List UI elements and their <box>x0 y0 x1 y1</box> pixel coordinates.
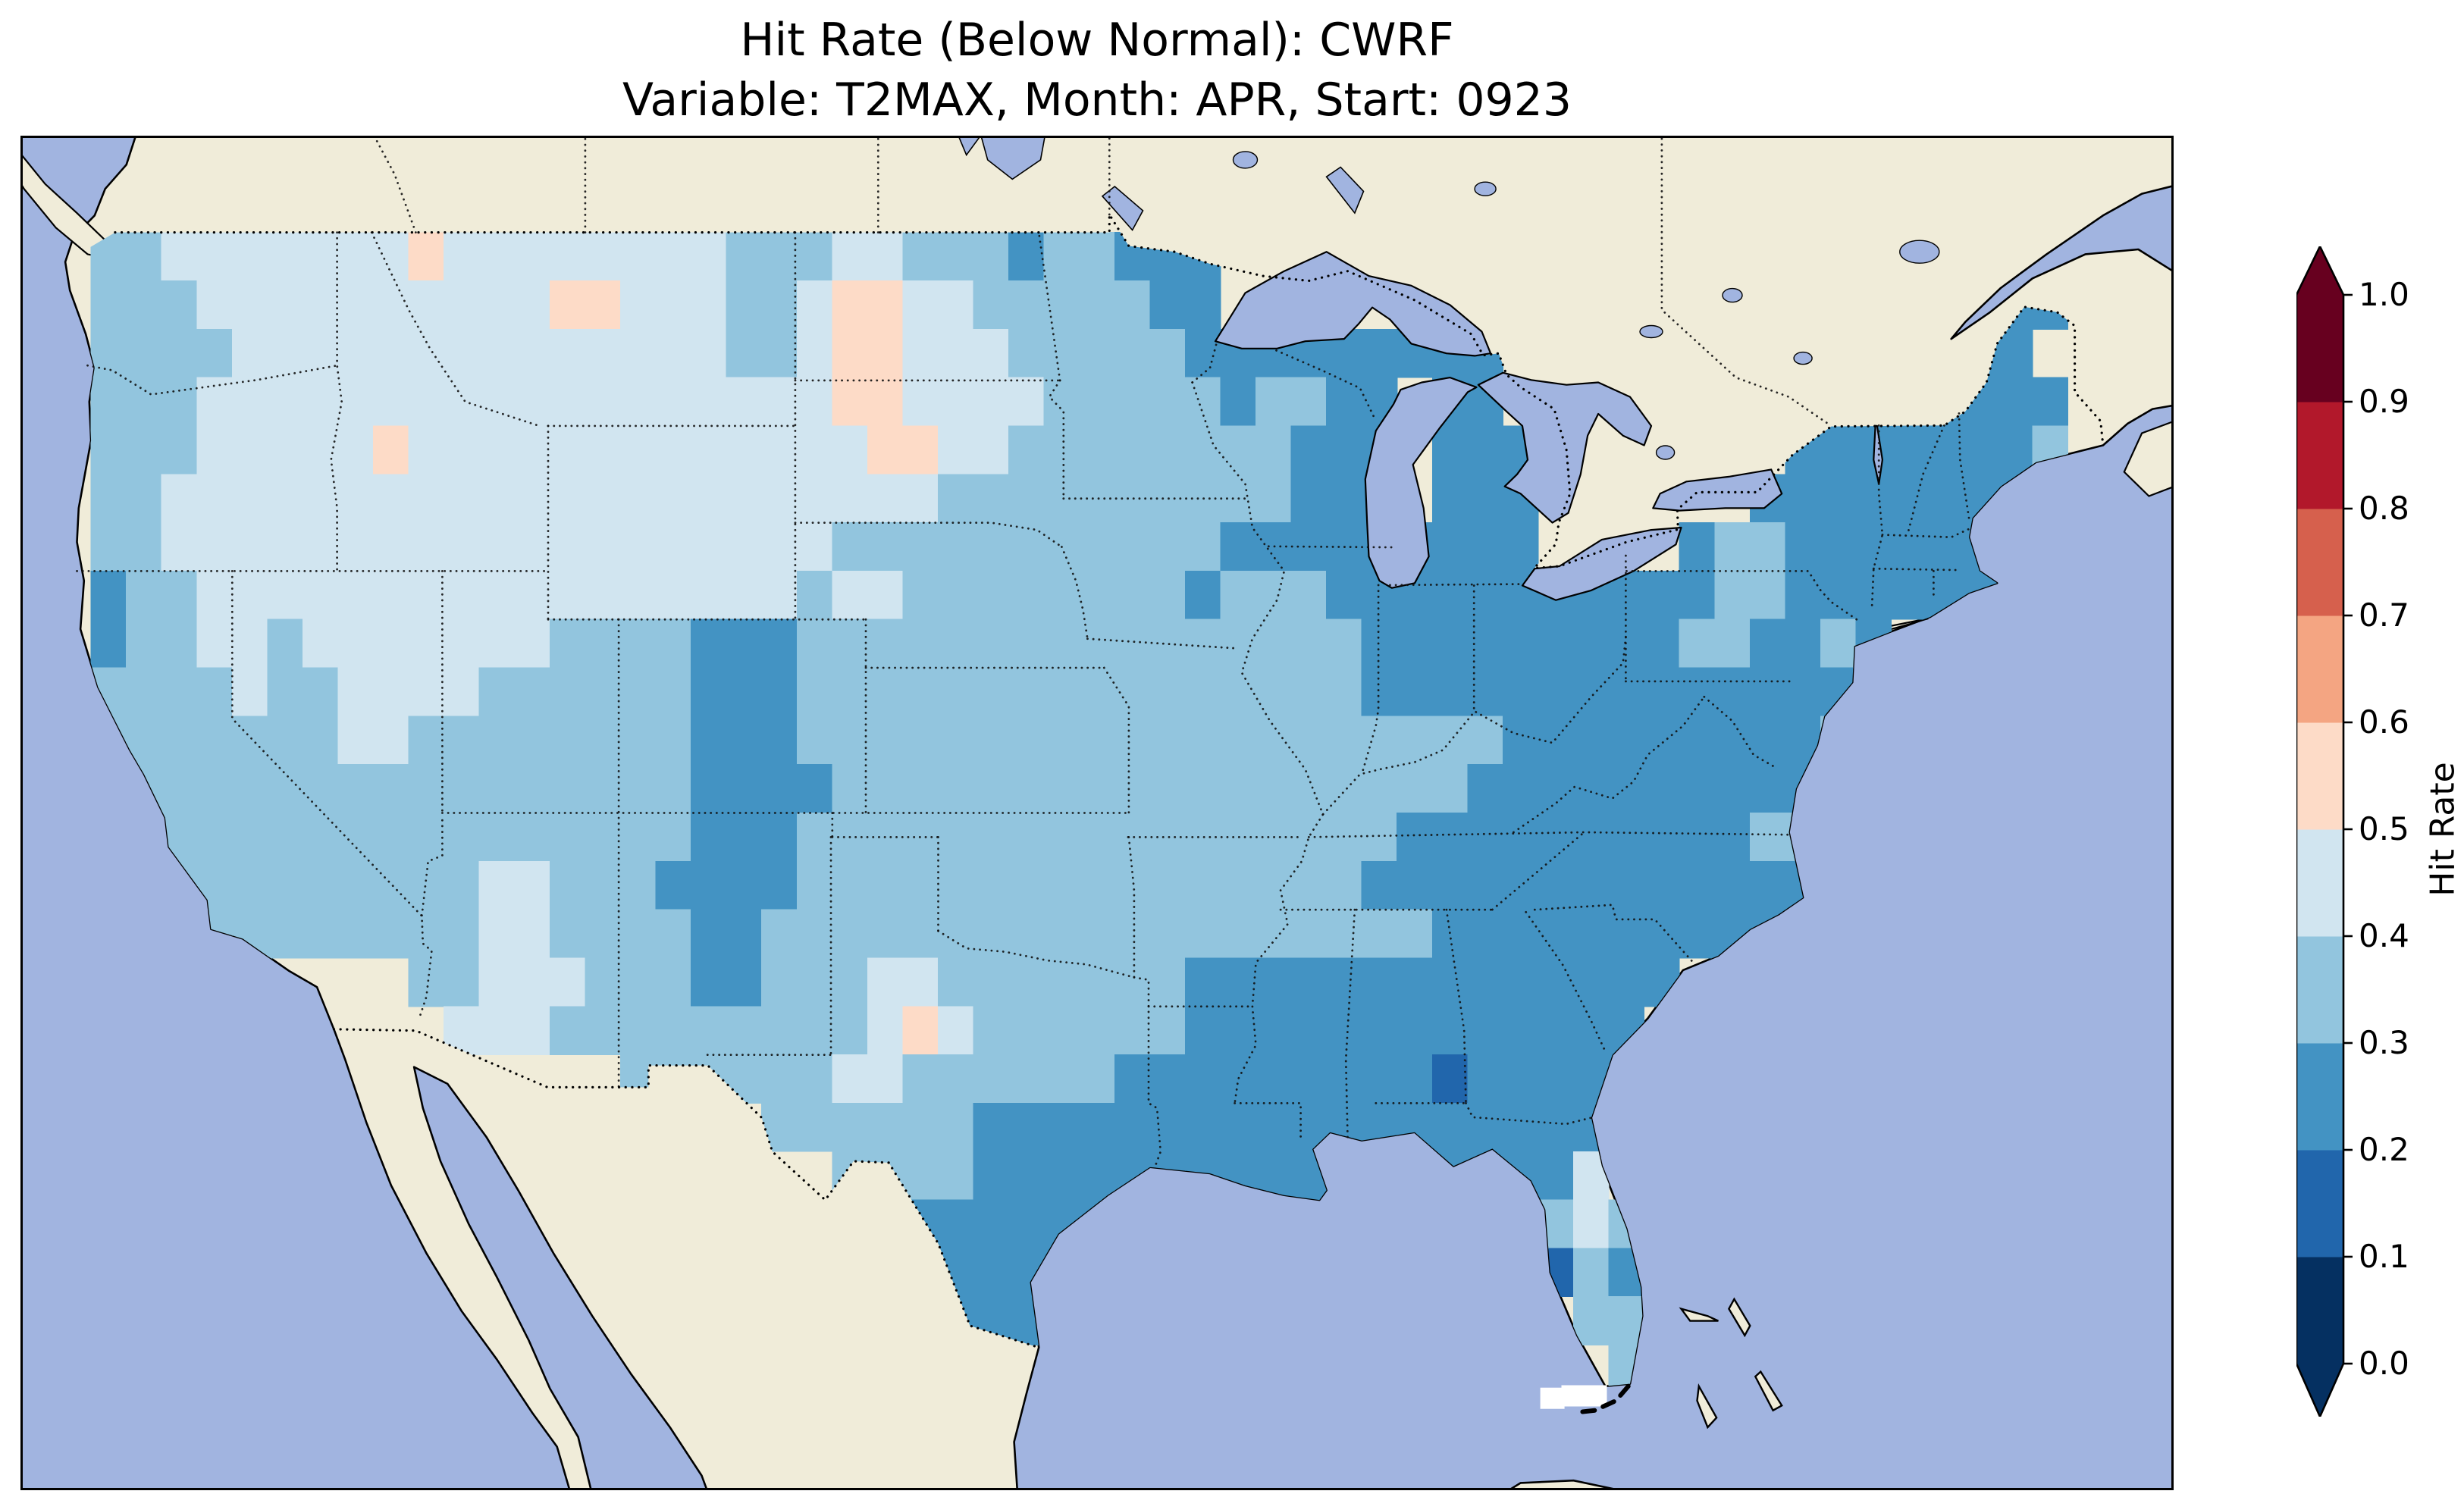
colorbar-tick-label: 0.2 <box>2359 1131 2409 1168</box>
colorbar-axis-label: Hit Rate <box>2423 762 2462 897</box>
plot-title: Hit Rate (Below Normal): CWRF Variable: … <box>622 11 1572 130</box>
colorbar-tick-label: 0.7 <box>2359 597 2409 634</box>
colorbar-tick-label: 0.6 <box>2359 703 2409 741</box>
colorbar-tick-label: 1.0 <box>2359 276 2409 313</box>
colorbar-tick-label: 0.8 <box>2359 490 2409 527</box>
colorbar-tick-label: 0.9 <box>2359 383 2409 420</box>
colorbar-tick-label: 0.4 <box>2359 917 2409 954</box>
plot-title-line1: Hit Rate (Below Normal): CWRF <box>740 14 1454 67</box>
colorbar <box>2295 245 2380 1418</box>
colorbar-tick-label: 0.5 <box>2359 810 2409 847</box>
colorbar-tick-label: 0.1 <box>2359 1238 2409 1275</box>
colorbar-tick-label: 0.3 <box>2359 1024 2409 1061</box>
map-canvas <box>5 120 2182 1494</box>
colorbar-tick-label: 0.0 <box>2359 1345 2409 1382</box>
plot-title-line2: Variable: T2MAX, Month: APR, Start: 0923 <box>622 74 1572 127</box>
